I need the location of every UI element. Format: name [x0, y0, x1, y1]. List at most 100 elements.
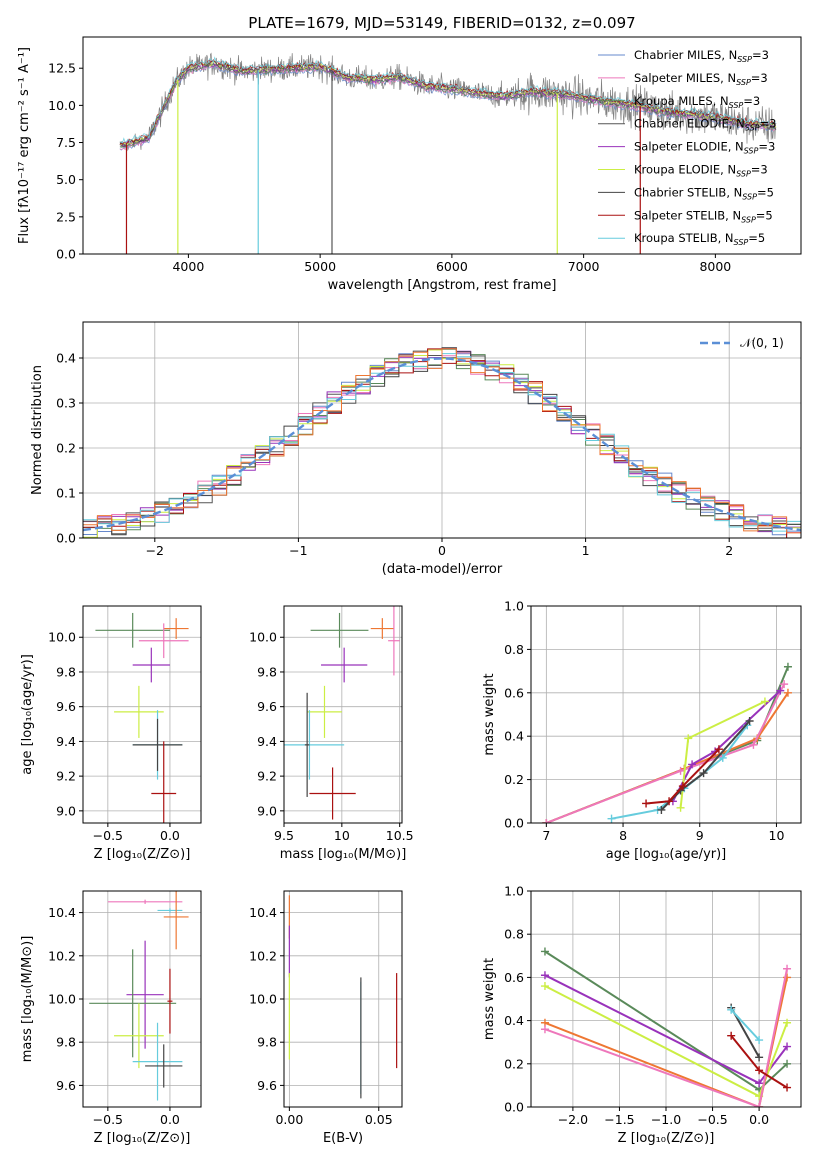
spectrum-xtick-label: 8000: [699, 259, 731, 274]
figure-title: PLATE=1679, MJD=53149, FIBERID=0132, z=0…: [248, 14, 635, 32]
weight_vs_age-point-marker: [699, 769, 708, 778]
age_vs_mass-xlabel: mass [log₁₀(M/M⊙)]: [280, 847, 407, 862]
spectrum-ytick-label: 2.5: [56, 209, 76, 224]
age_vs_mass-xtick-label: 9.5: [274, 828, 294, 843]
weight_vs_Z-ytick-label: 0.0: [504, 1100, 524, 1115]
weight_vs_Z-point-marker: [783, 964, 792, 973]
age_vs_mass-ytick-label: 9.2: [257, 769, 277, 784]
weight_vs_age-point-marker: [749, 740, 758, 749]
spectrum-legend-label: Salpeter STELIB, NSSP=5: [634, 208, 773, 224]
weight_vs_age-point-marker: [684, 734, 693, 743]
age_vs_Z-xlabel: Z [log₁₀(Z/Z⊙)]: [94, 847, 191, 862]
age_vs_mass-frame-rect: [283, 605, 403, 824]
weight_vs_Z-point-marker: [783, 1042, 792, 1051]
weight_vs_Z-xlabel: Z [log₁₀(Z/Z⊙)]: [618, 1131, 715, 1146]
weight_vs_age-point-marker: [657, 805, 666, 814]
residuals-xtick-label: −2: [146, 543, 164, 558]
weight_vs_Z-xtick-label: −1.0: [651, 1112, 681, 1127]
spectrum-ylabel: Flux [fλ10⁻¹⁷ erg cm⁻² s⁻¹ A⁻¹]: [17, 47, 32, 244]
mass_vs_Z-ylabel: mass [log₁₀(M/M⊙)]: [20, 936, 35, 1063]
residuals-legend-label: 𝒩(0, 1): [740, 336, 784, 350]
age_vs_Z-ytick-label: 9.8: [56, 664, 76, 679]
plot-layer: 4000 5000 6000 7000 80000.02.55.07.510.012.5…: [17, 36, 802, 1146]
weight_vs_Z-point-marker: [755, 1036, 764, 1045]
age_vs_Z-ytick-label: 9.6: [56, 699, 76, 714]
weight_vs_age-xlabel: age [log₁₀(age/yr)]: [606, 847, 727, 862]
age_vs_mass-ytick-label: 10.0: [249, 630, 277, 645]
weight_vs_Z-point-marker: [755, 1053, 764, 1062]
mass_vs_ebv-frame: 0.00 0.05 9.6 9.8 10.0 10.2 10.4 E(B-V): [249, 890, 403, 1146]
spectrum-legend-label: Salpeter MILES, NSSP=3: [634, 71, 768, 87]
weight_vs_Z-point-marker: [755, 1103, 764, 1107]
weight_vs_Z-frame: −2.0 −1.5 −1.0 −0.5 0.0 0.0 0.2 0.4 0.6 0.8 1.0 Z […: [482, 884, 802, 1146]
residuals-legend: 𝒩(0, 1): [700, 336, 784, 350]
age_vs_Z-ytick-label: 9.0: [56, 803, 76, 818]
mass_vs_ebv-xtick-label: 0.00: [275, 1112, 303, 1127]
mass_vs_Z-ytick-label: 10.0: [48, 992, 76, 1007]
weight_vs_Z-point-marker: [783, 1018, 792, 1027]
weight_vs_age-point-marker: [676, 803, 685, 812]
weight_vs_Z-xtick-label: −0.5: [697, 1112, 727, 1127]
mass_vs_ebv-ytick-label: 9.8: [257, 1035, 277, 1050]
weight_vs_age-ytick-label: 0.2: [504, 772, 524, 787]
mass_vs_Z-xlabel: Z [log₁₀(Z/Z⊙)]: [94, 1131, 191, 1146]
spectrum-frame-rect: [82, 36, 802, 255]
age_vs_Z-xtick-label: 0.0: [160, 828, 180, 843]
weight_vs_age-axes: [531, 605, 801, 824]
weight_vs_age-xtick-label: 8: [619, 828, 627, 843]
residuals-xtick-label: −1: [289, 543, 307, 558]
weight_vs_Z-point-marker: [727, 1005, 736, 1014]
spectrum-xtick-label: 5000: [304, 259, 336, 274]
weight_vs_age-point-marker: [678, 782, 687, 791]
weight_vs_age-point-marker: [542, 819, 551, 823]
spectrum-ytick-label: 10.0: [48, 98, 76, 113]
weight_vs_Z-xtick-label: 0.0: [749, 1112, 769, 1127]
weight_vs_Z-series-line: [730, 1009, 760, 1041]
weight_vs_Z-lines: [540, 947, 792, 1107]
age_vs_mass-ytick-label: 9.6: [257, 699, 277, 714]
spectrum-model-chabrier_stelib: [119, 60, 777, 147]
mass_vs_ebv-ytick-label: 10.4: [249, 905, 277, 920]
age_vs_Z-frame-rect: [82, 605, 202, 824]
age_vs_mass-axes: [283, 606, 402, 823]
age_vs_mass-errorbars: [284, 606, 400, 820]
weight_vs_age-point-marker: [607, 814, 616, 823]
weight_vs_age-ytick-label: 0.6: [504, 685, 524, 700]
age_vs_Z-ytick-label: 9.2: [56, 769, 76, 784]
weight_vs_Z-point-marker: [727, 1031, 736, 1040]
residuals-xtick-label: 0: [438, 543, 446, 558]
spectrum-ytick-label: 12.5: [48, 61, 76, 76]
weight_vs_age-ytick-label: 1.0: [504, 599, 524, 614]
spectrum-xlabel: wavelength [Angstrom, rest frame]: [328, 278, 557, 293]
spectrum-ytick-label: 0.0: [56, 247, 76, 262]
weight_vs_age-point-marker: [776, 686, 785, 695]
weight_vs_Z-series-line: [544, 968, 788, 1107]
weight_vs_age-ylabel: mass weight: [482, 673, 497, 755]
residuals-ytick-label: 0.1: [56, 486, 76, 501]
mass_vs_ebv-errorbars: [288, 895, 398, 1099]
spectrum-frame: 4000 5000 6000 7000 8000 0.0 2.5 5.0 7.5 10.0 12.5…: [17, 36, 802, 293]
residuals-ytick-label: 0.4: [56, 351, 76, 366]
weight_vs_Z-ytick-label: 0.2: [504, 1056, 524, 1071]
mass_vs_Z-ytick-label: 9.6: [56, 1078, 76, 1093]
mass_vs_Z-errorbars: [89, 891, 189, 1101]
weight_vs_Z-point-marker: [540, 971, 549, 980]
spectrum-legend-label: Chabrier MILES, NSSP=3: [634, 48, 769, 64]
mass_vs_ebv-ytick-label: 10.2: [249, 948, 277, 963]
weight_vs_Z-point-marker: [540, 947, 549, 956]
spectrum-xtick-label: 7000: [568, 259, 600, 274]
residuals-ytick-label: 0.2: [56, 441, 76, 456]
weight_vs_Z-point-marker: [540, 1025, 549, 1034]
weight_vs_age-frame-rect: [530, 605, 802, 824]
weight_vs_Z-ytick-label: 0.6: [504, 970, 524, 985]
weight_vs_age-xtick-label: 9: [696, 828, 704, 843]
weight_vs_age-point-marker: [783, 688, 792, 697]
weight_vs_Z-xtick-label: −2.0: [558, 1112, 588, 1127]
weight_vs_age-ytick-label: 0.4: [504, 729, 524, 744]
weight_vs_age-ytick-label: 0.0: [504, 816, 524, 831]
spectrum-ytick-label: 7.5: [56, 135, 76, 150]
age_vs_mass-ytick-label: 9.8: [257, 664, 277, 679]
weight_vs_Z-series-line: [544, 977, 788, 1107]
residuals-xtick-label: 2: [725, 543, 733, 558]
mass_vs_Z-ytick-label: 9.8: [56, 1035, 76, 1050]
